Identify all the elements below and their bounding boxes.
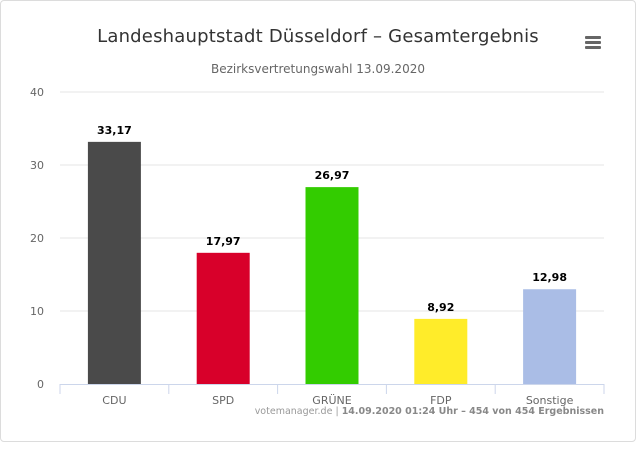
x-tick-label: Sonstige [526,394,574,407]
x-tick-label: GRÜNE [312,394,351,407]
x-axis-labels: CDU SPD GRÜNE FDP Sonstige [102,394,573,407]
x-tick-label: CDU [102,394,126,407]
y-tick-label: 30 [30,159,44,172]
credits-source[interactable]: votemanager.de [254,406,333,417]
credits: votemanager.de | 14.09.2020 01:24 Uhr – … [255,406,604,417]
x-axis [59,384,605,394]
data-labels: 33,17 17,97 26,97 8,92 12,98 [97,124,567,314]
menu-line [585,36,601,39]
data-label: 33,17 [97,124,132,137]
bar-spd [196,252,250,384]
x-tick-label: SPD [212,394,234,407]
bar-cdu [87,141,141,384]
chart-subtitle: Bezirksvertretungswahl 13.09.2020 [211,62,425,76]
data-label: 17,97 [206,235,241,248]
data-label: 8,92 [427,301,454,314]
bar-fdp [414,318,468,384]
credits-status: 14.09.2020 01:24 Uhr – 454 von 454 Ergeb… [341,406,604,417]
y-tick-label: 40 [30,86,44,99]
y-axis-ticks: 0 10 20 30 40 [30,86,44,391]
bar-grüne [305,187,359,384]
credits-separator: | [335,406,339,417]
menu-line [585,41,601,44]
y-tick-label: 10 [30,305,44,318]
data-label: 12,98 [532,271,567,284]
bars [87,141,577,384]
data-label: 26,97 [315,169,350,182]
x-tick-label: FDP [430,394,452,407]
y-tick-label: 0 [37,378,44,391]
menu-line [585,46,601,49]
chart-title: Landeshauptstadt Düsseldorf – Gesamterge… [97,26,539,47]
y-tick-label: 20 [30,232,44,245]
hamburger-menu-icon[interactable] [582,34,604,52]
bar-sonstige [523,289,577,384]
